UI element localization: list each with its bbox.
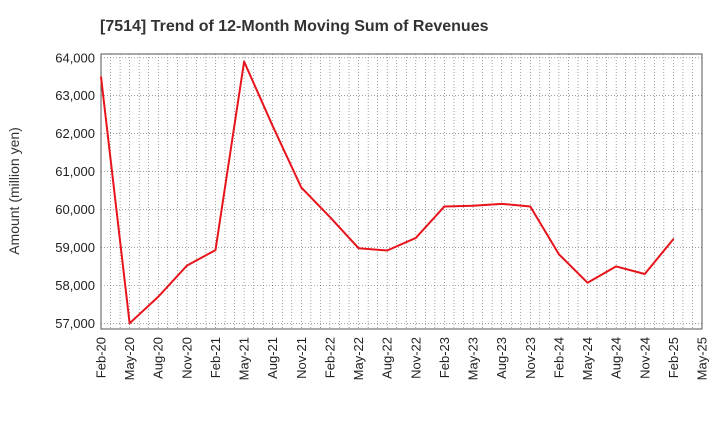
chart-title: [7514] Trend of 12-Month Moving Sum of R… [100,18,489,35]
x-tick-label: May-24 [580,337,595,380]
y-tick-label: 58,000 [55,278,95,293]
data-point [128,322,131,325]
x-tick-label: May-21 [237,337,252,380]
plot-frame [100,53,703,330]
data-point [415,237,417,239]
y-axis-ticks: 57,000 58,000 59,000 60,000 61,000 62,000 63,0… [55,50,95,331]
data-point [472,204,474,207]
data-point [443,205,446,208]
grid-lines [100,54,703,329]
data-point [243,60,245,63]
x-tick-label: Feb-21 [208,337,223,378]
data-point [643,273,646,275]
x-tick-label: Aug-20 [151,337,166,379]
data-point [214,249,217,251]
y-tick-label: 63,000 [55,88,95,103]
data-point [672,238,675,240]
x-tick-label: Nov-24 [637,337,652,379]
x-tick-label: Feb-20 [94,337,109,378]
y-tick-label: 62,000 [55,126,95,141]
x-tick-label: May-23 [466,337,481,380]
x-tick-label: Aug-21 [265,337,280,379]
x-tick-label: Aug-23 [494,337,509,379]
x-tick-label: Feb-25 [666,337,681,378]
y-axis-label: Amount (million yen) [6,127,22,255]
x-tick-label: May-25 [695,337,710,380]
data-point [615,265,617,268]
data-point [329,216,331,218]
data-point [500,203,503,205]
y-tick-label: 61,000 [55,164,95,179]
data-point [100,75,102,78]
data-point [186,264,188,267]
y-tick-label: 64,000 [55,50,95,65]
series-group [100,60,675,325]
data-point [157,295,160,298]
data-point [558,253,560,256]
data-point [271,125,274,127]
x-tick-label: Nov-20 [179,337,194,379]
y-tick-label: 57,000 [55,316,95,331]
data-point [386,249,388,252]
x-axis-ticks: Feb-20 May-20 Aug-20 Nov-20 Feb-21 May-21 Aug-… [94,337,710,380]
y-tick-label: 59,000 [55,240,95,255]
x-tick-label: May-20 [122,337,137,380]
x-tick-label: Nov-23 [523,337,538,379]
x-tick-label: Feb-24 [551,337,566,378]
data-point [300,186,303,189]
x-tick-label: Aug-24 [609,337,624,379]
x-tick-label: Nov-21 [294,337,309,379]
data-point [529,205,532,208]
x-tick-label: Feb-22 [322,337,337,378]
x-tick-label: Aug-22 [380,337,395,379]
y-tick-label: 60,000 [55,202,95,217]
x-tick-label: May-22 [351,337,366,380]
x-tick-label: Feb-23 [437,337,452,378]
data-point [357,247,360,250]
x-tick-label: Nov-22 [408,337,423,379]
data-point [586,281,589,284]
